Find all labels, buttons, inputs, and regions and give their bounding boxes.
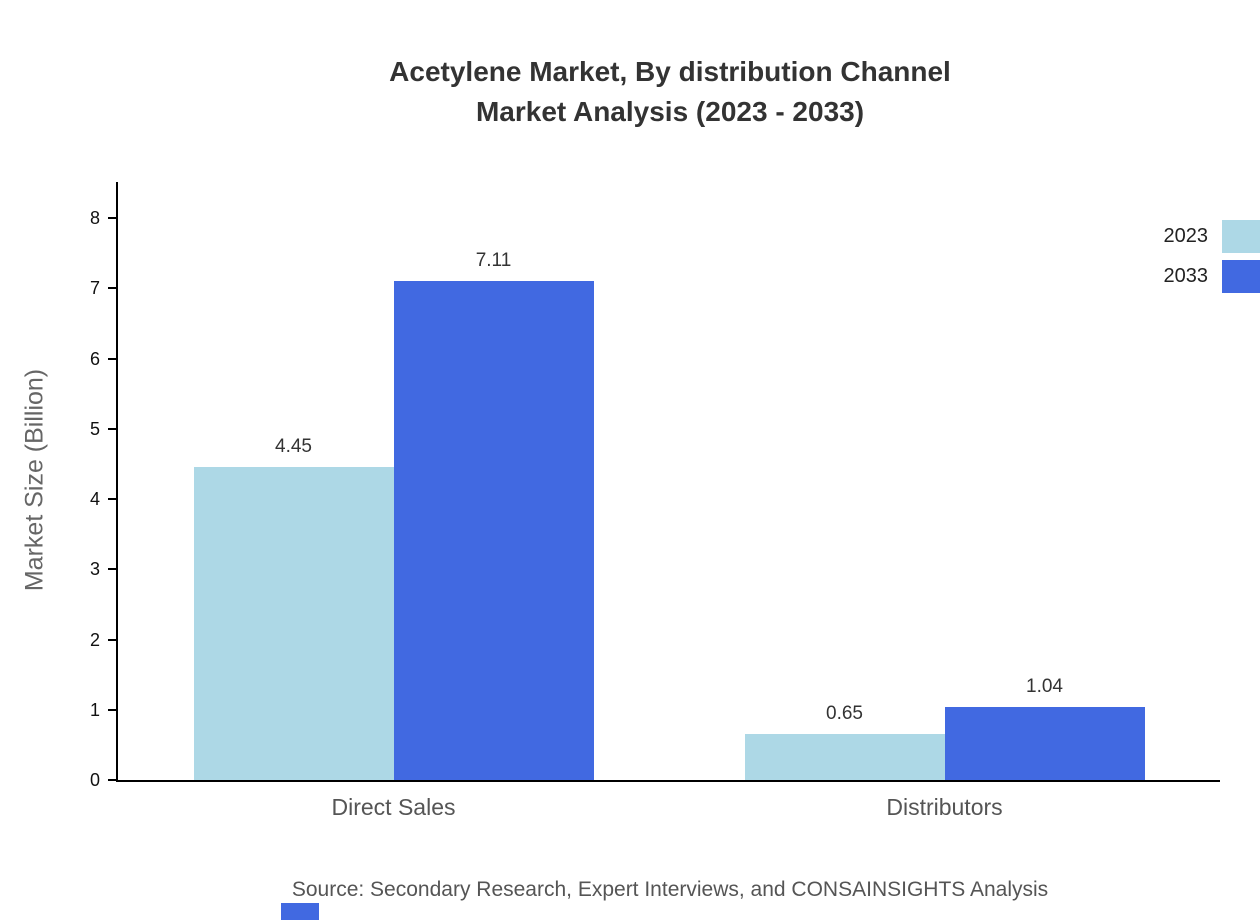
- legend-swatch-2033: [1222, 260, 1260, 293]
- x-category-label-direct-sales: Direct Sales: [331, 794, 456, 820]
- legend: 2023 2033: [1164, 220, 1260, 300]
- bars: Direct Sales 4.45 7.11 Distributors 0.65 1.04: [118, 218, 1220, 820]
- y-tick-label-2: 2: [89, 629, 100, 650]
- legend-label-2033: 2033: [1163, 265, 1209, 287]
- y-tick-mark-2: [108, 638, 116, 641]
- source-text: Source: Secondary Research, Expert Inter…: [291, 878, 1049, 901]
- bar-2023-distributors: [744, 734, 945, 780]
- y-tick-label-5: 5: [89, 418, 100, 439]
- y-tick-mark-0: [108, 779, 116, 781]
- y-tick-label-4: 4: [89, 489, 100, 509]
- y-tick-label-6: 6: [89, 348, 100, 369]
- plot-area: 0 1 2 3 4 5 6 7 8 Direct Sales 4.45 7.11 Distributo…: [90, 182, 1220, 820]
- bar-2023-direct-sales: [193, 467, 394, 780]
- y-axis-label: Market Size (Billion): [20, 368, 49, 592]
- y-tick-label-0: 0: [89, 770, 100, 790]
- y-tick-mark-1: [108, 708, 116, 711]
- chart-title-line1: Acetylene Market, By distribution Channe…: [389, 56, 951, 87]
- x-category-label-distributors: Distributors: [886, 794, 1003, 820]
- legend-item-2033: 2033: [1164, 260, 1260, 293]
- legend-item-2023: 2023: [1164, 220, 1260, 253]
- bar-2033-direct-sales: [393, 280, 594, 780]
- y-tick-mark-6: [108, 357, 116, 360]
- y-tick-label-8: 8: [89, 208, 100, 228]
- y-tick-mark-8: [108, 217, 116, 219]
- y-tick-mark-7: [108, 287, 116, 290]
- value-label-2033-direct-sales: 7.11: [475, 249, 512, 271]
- legend-label-2023: 2023: [1163, 225, 1209, 247]
- y-tick-mark-3: [108, 568, 116, 571]
- y-tick-label-7: 7: [89, 278, 100, 299]
- x-axis-line: [116, 780, 1220, 782]
- logo-fragment: [281, 903, 319, 920]
- y-tick-mark-5: [108, 427, 116, 430]
- chart-title-line2: Market Analysis (2023 - 2033): [475, 96, 865, 127]
- value-label-2023-distributors: 0.65: [826, 703, 863, 725]
- legend-swatch-2023: [1222, 220, 1260, 253]
- value-label-2023-direct-sales: 4.45: [275, 436, 312, 458]
- chart-title: Acetylene Market, By distribution Channe…: [80, 52, 1260, 132]
- y-tick-mark-4: [108, 498, 116, 500]
- bar-2033-distributors: [944, 706, 1145, 780]
- y-tick-label-3: 3: [89, 559, 100, 580]
- value-label-2033-distributors: 1.04: [1026, 675, 1063, 697]
- y-axis-line: [116, 182, 118, 782]
- y-ticks: 0 1 2 3 4 5 6 7 8: [90, 208, 1220, 790]
- y-tick-label-1: 1: [89, 699, 100, 720]
